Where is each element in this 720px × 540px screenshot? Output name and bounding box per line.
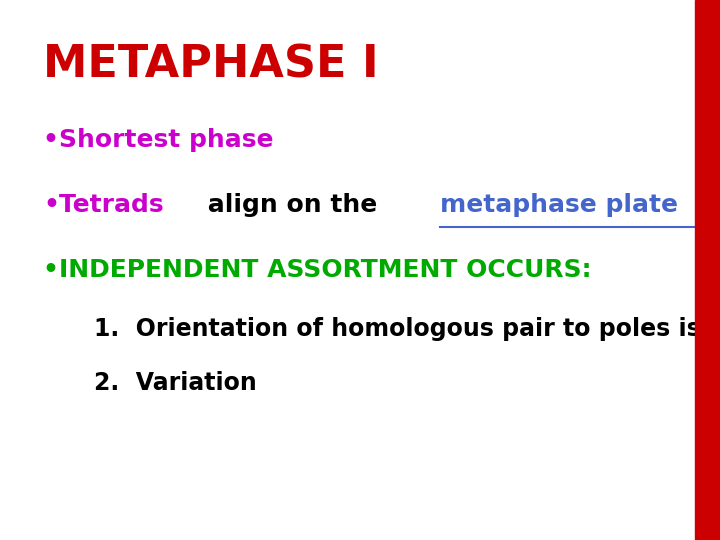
Text: 2.  Variation: 2. Variation <box>94 372 256 395</box>
Text: metaphase plate: metaphase plate <box>440 193 678 217</box>
Text: align on the: align on the <box>199 193 386 217</box>
Bar <box>695 0 720 540</box>
Text: METAPHASE I: METAPHASE I <box>43 43 379 86</box>
Text: 1.  Orientation of homologous pair to poles is random.: 1. Orientation of homologous pair to pol… <box>94 318 720 341</box>
Text: •Shortest phase: •Shortest phase <box>43 129 274 152</box>
Text: •Tetrads: •Tetrads <box>43 193 164 217</box>
Text: •INDEPENDENT ASSORTMENT OCCURS:: •INDEPENDENT ASSORTMENT OCCURS: <box>43 258 592 282</box>
